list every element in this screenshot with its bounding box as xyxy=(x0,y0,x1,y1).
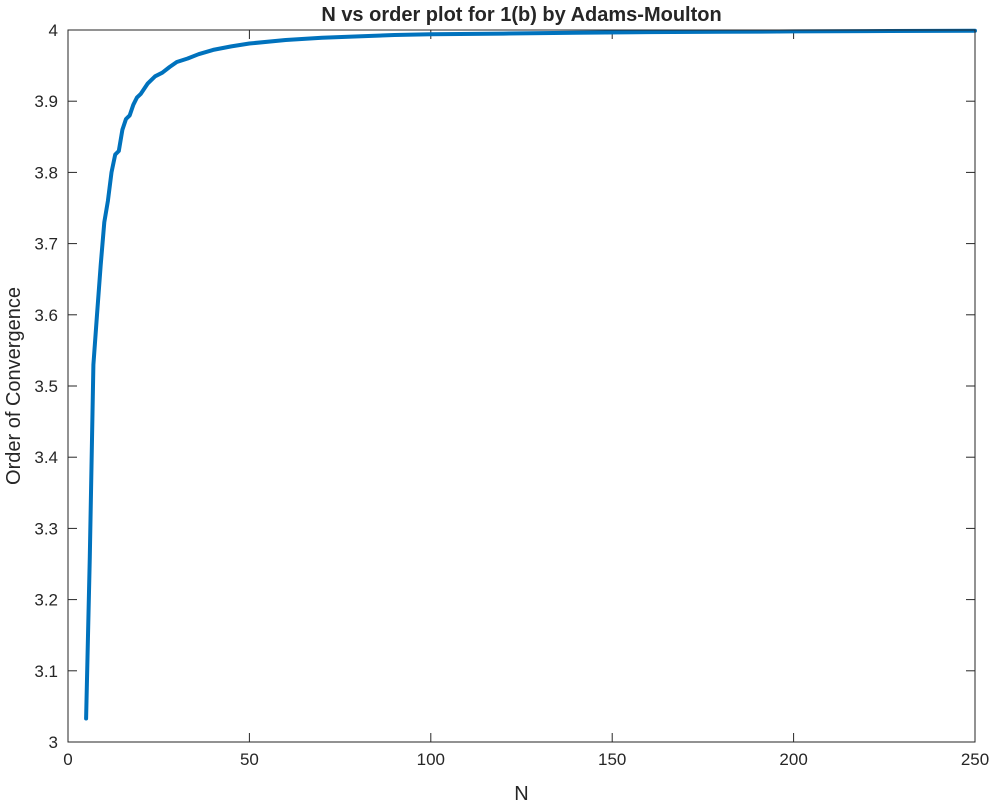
x-tick-label: 50 xyxy=(240,750,259,769)
x-tick-label: 250 xyxy=(961,750,989,769)
x-tick-label: 0 xyxy=(63,750,72,769)
y-tick-label: 3.7 xyxy=(34,235,58,254)
y-tick-label: 3.8 xyxy=(34,163,58,182)
y-tick-label: 3.6 xyxy=(34,306,58,325)
y-tick-label: 3.1 xyxy=(34,662,58,681)
x-axis-label: N xyxy=(514,783,528,804)
y-tick-label: 3.9 xyxy=(34,92,58,111)
y-tick-label: 3.2 xyxy=(34,591,58,610)
y-axis-label: Order of Convergence xyxy=(3,287,25,485)
plot-frame xyxy=(67,29,976,743)
series-group xyxy=(84,28,977,721)
x-tick-label: 150 xyxy=(598,750,626,769)
y-tick-label: 4 xyxy=(49,21,58,40)
y-tick-label: 3.4 xyxy=(34,448,58,467)
series-line-0 xyxy=(84,28,977,721)
y-tick-label: 3 xyxy=(49,733,58,752)
x-tick-label: 200 xyxy=(779,750,807,769)
y-tick-label: 3.5 xyxy=(34,377,58,396)
x-tick-label: 100 xyxy=(417,750,445,769)
chart-title: N vs order plot for 1(b) by Adams-Moulto… xyxy=(321,4,721,26)
y-tick-label: 3.3 xyxy=(34,519,58,538)
axis-ticks: 0 50 100 150 200 250 3 3.1 3.2 3.3 3.4 3.5 3.6 3.7 3.8… xyxy=(34,21,989,769)
